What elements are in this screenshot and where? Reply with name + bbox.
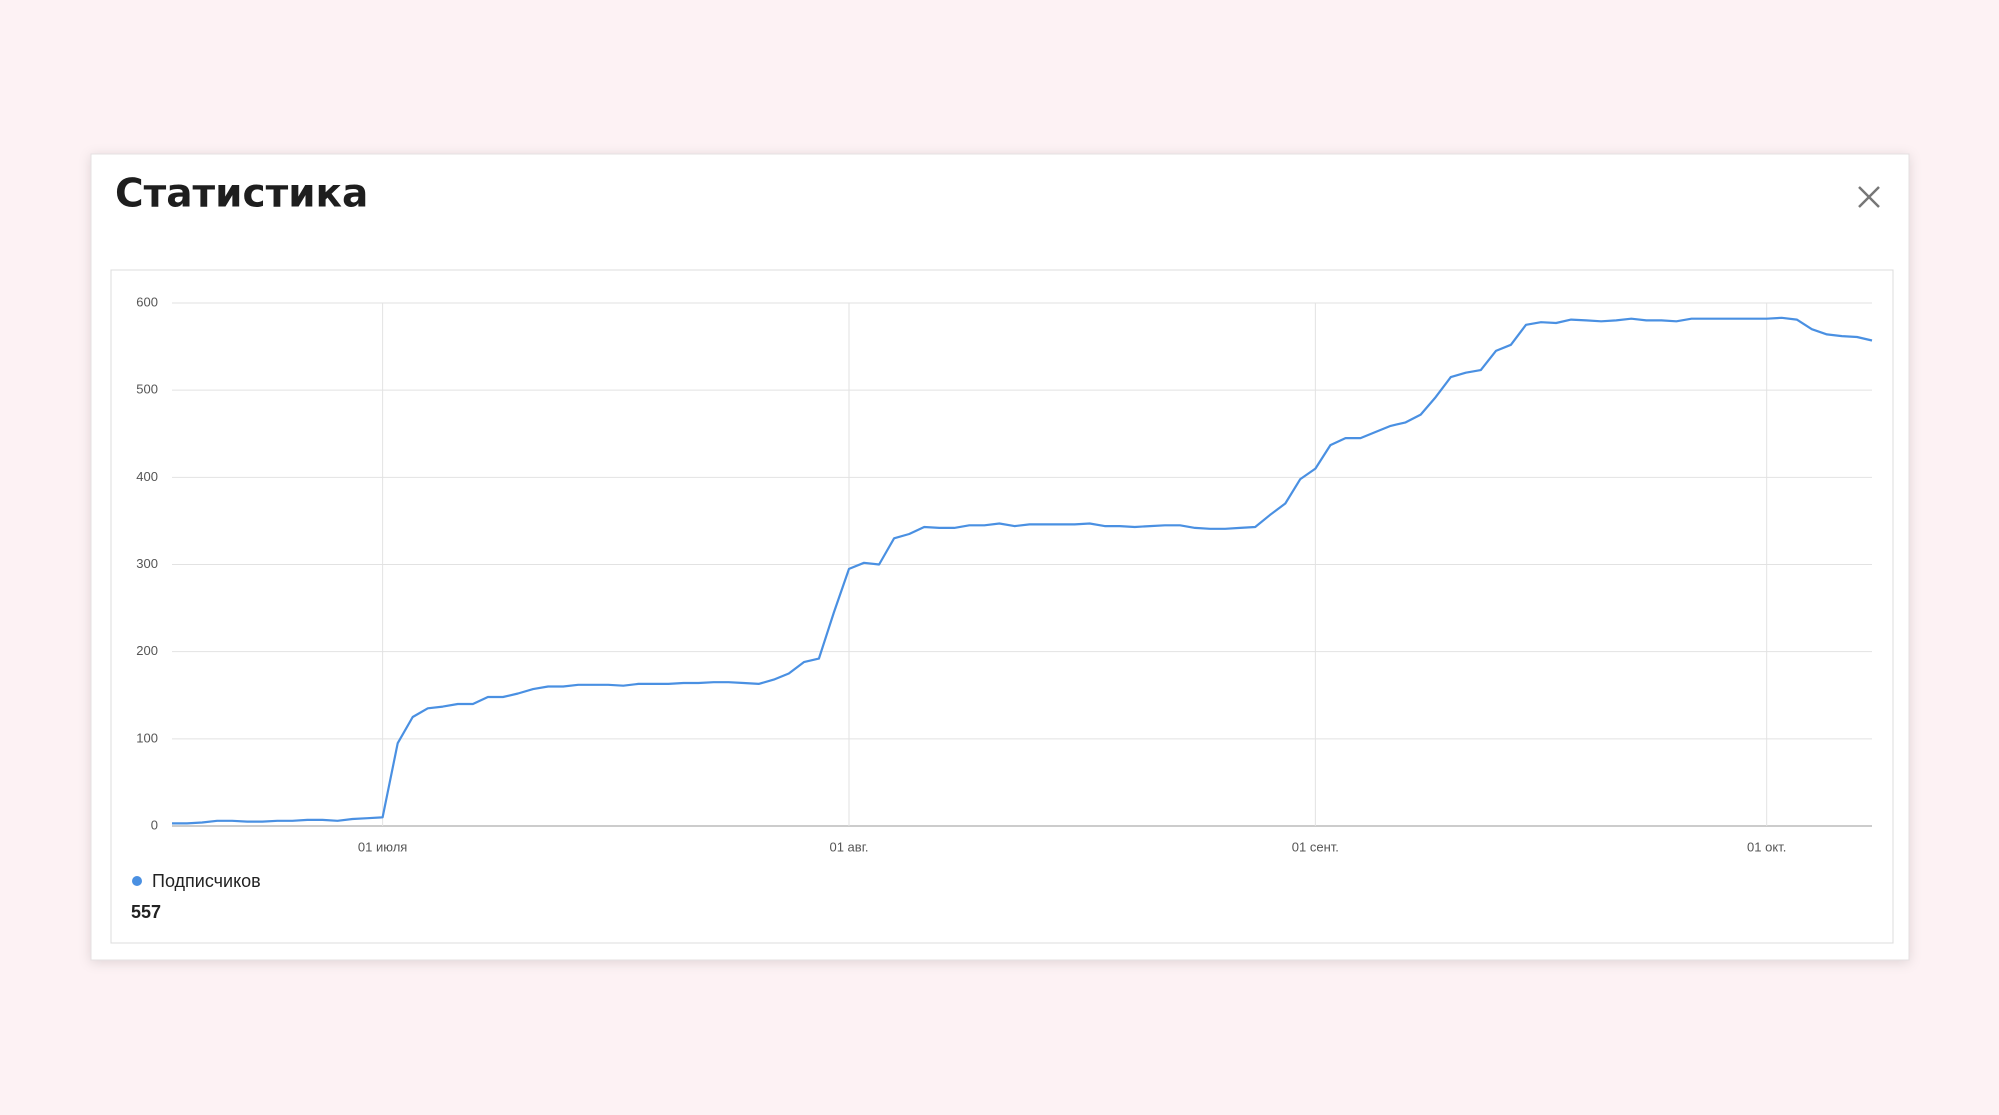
y-tick-label: 400: [136, 469, 158, 484]
close-button[interactable]: [1858, 186, 1880, 208]
y-tick-label: 100: [136, 730, 158, 745]
close-icon[interactable]: [1858, 186, 1880, 208]
y-tick-label: 200: [136, 643, 158, 658]
chart: 0 100 200 300 400 500 600 01 июля 01 авг. 01 сент…: [131, 294, 1873, 922]
y-tick-label: 600: [136, 294, 158, 309]
y-tick-label: 300: [136, 556, 158, 571]
y-tick-label: 500: [136, 382, 158, 397]
data-line: [172, 316, 1873, 825]
y-tick-label: 0: [151, 817, 158, 832]
dialog-title: Статистика: [115, 172, 368, 217]
legend-label: Подписчиков: [152, 871, 261, 891]
x-tick-label: 01 июля: [358, 839, 407, 854]
x-tick-label: 01 сент.: [1292, 839, 1339, 854]
chart-frame: [110, 269, 1894, 944]
legend-marker: [132, 876, 142, 886]
x-tick-label: 01 окт.: [1747, 839, 1786, 854]
current-value: 557: [131, 902, 161, 922]
x-tick-label: 01 авг.: [829, 839, 868, 854]
